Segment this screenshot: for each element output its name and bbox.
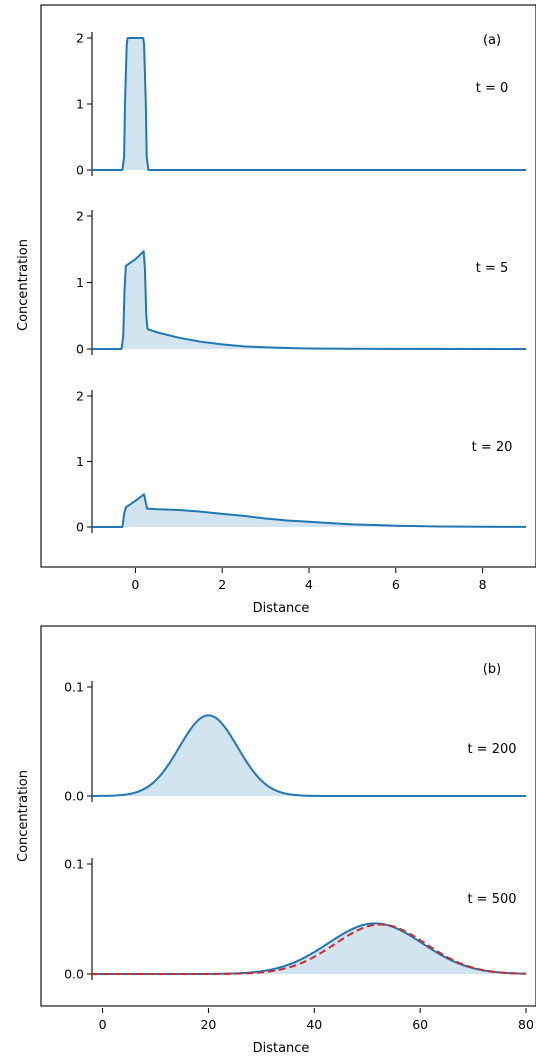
series-fill: [92, 494, 526, 527]
panel-label: (b): [483, 662, 501, 677]
series-line: [92, 493, 527, 528]
subplot: 0.0 0.1 t = 200: [64, 680, 526, 804]
time-annotation: t = 500: [467, 892, 516, 907]
x-tick-label: 80: [518, 1017, 534, 1032]
panel-frame: [40, 625, 536, 1007]
y-axis-title: Concentration: [16, 770, 31, 862]
x-tick-label: 20: [200, 1017, 216, 1032]
y-tick-label: 2: [76, 209, 84, 224]
series-line: [92, 250, 527, 350]
y-tick-label: 2: [76, 31, 84, 46]
x-tick-label: 0: [131, 577, 139, 592]
y-tick-label: 1: [76, 454, 84, 469]
panel-frame: [40, 4, 536, 568]
series-fill: [92, 715, 526, 796]
x-axis: 0 20 40 60 80 Distance: [99, 1008, 534, 1056]
panel-b: (b) Concentration 0.0 0.1 t = 200 0.0 0.1 t = 5…: [16, 625, 536, 1056]
y-tick-label: 1: [76, 275, 84, 290]
y-tick-label: 0: [76, 163, 84, 178]
y-axis-title: Concentration: [16, 239, 31, 331]
x-tick-label: 40: [306, 1017, 322, 1032]
x-axis-title: Distance: [253, 1041, 310, 1056]
subplot: 0 1 2 t = 20: [76, 389, 527, 535]
series-line: [92, 37, 526, 171]
y-tick-label: 0.1: [64, 680, 84, 695]
time-annotation: t = 200: [467, 742, 516, 757]
time-annotation: t = 20: [472, 440, 513, 455]
y-tick-label: 0: [76, 520, 84, 535]
y-tick-label: 0.0: [64, 967, 84, 982]
x-tick-label: 6: [392, 577, 400, 592]
series-fill: [92, 251, 526, 349]
time-annotation: t = 5: [476, 261, 509, 276]
x-tick-label: 2: [218, 577, 226, 592]
x-tick-label: 8: [479, 577, 487, 592]
subplot: 0.0 0.1 t = 500: [64, 857, 527, 982]
x-tick-label: 4: [305, 577, 313, 592]
series-fill: [92, 38, 526, 170]
y-tick-label: 0: [76, 342, 84, 357]
series-line: [92, 714, 526, 797]
series-fill: [92, 923, 526, 974]
subplot: 0 1 2 t = 0: [76, 31, 526, 178]
reference-line: [92, 923, 527, 975]
x-tick-label: 0: [99, 1017, 107, 1032]
y-tick-label: 2: [76, 389, 84, 404]
x-axis: 0 2 4 6 8 Distance: [131, 568, 487, 616]
time-annotation: t = 0: [476, 81, 509, 96]
panel-label: (a): [483, 33, 501, 48]
y-tick-label: 1: [76, 97, 84, 112]
y-tick-label: 0.1: [64, 857, 84, 872]
x-tick-label: 60: [412, 1017, 428, 1032]
x-axis-title: Distance: [253, 601, 310, 616]
panel-a: (a) Concentration 0 1 2 t = 0 0 1 2 t = 5 0 1 2 t = 2…: [16, 4, 536, 616]
subplot: 0 1 2 t = 5: [76, 209, 527, 357]
y-tick-label: 0.0: [64, 789, 84, 804]
